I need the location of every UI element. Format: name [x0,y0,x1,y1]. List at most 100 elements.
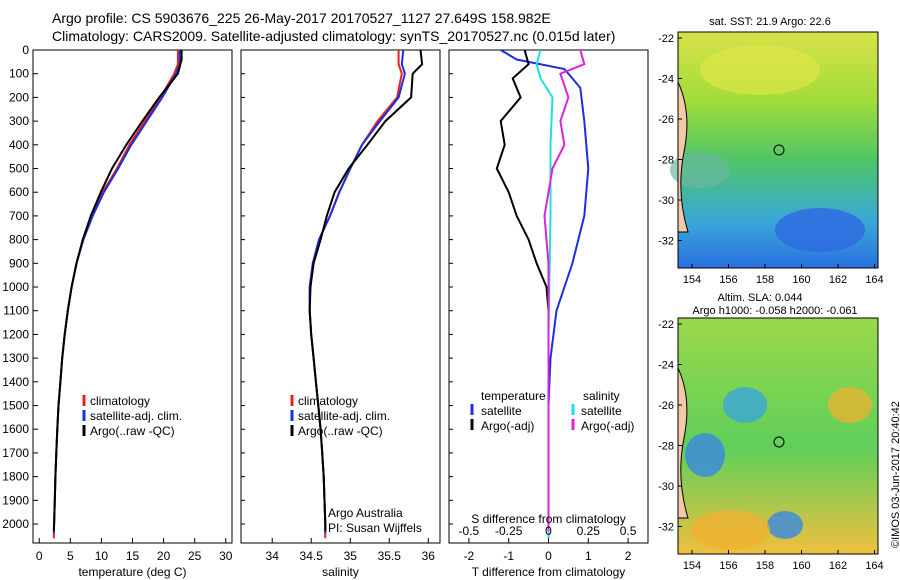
map-title-sla-line2: Argo h1000: -0.058 h2000: -0.061 [692,305,857,317]
y-tick-label: 1600 [2,422,29,436]
y-tick-label: -30 [658,481,674,493]
legend-title: temperature [481,389,546,403]
x-tick-label: -1 [503,549,514,563]
y-tick-label: -26 [658,114,674,126]
y-tick-label: 400 [9,138,29,152]
legend-label: Argo(-adj) [481,419,534,433]
x-tick-label: 0 [36,549,43,563]
x-tick-label: 164 [865,560,883,572]
annotation-line: PI: Susan Wijffels [328,521,422,535]
x-tick-label: 160 [792,274,810,286]
map-anomaly [767,511,803,539]
legend-label: satellite [581,404,622,418]
y-tick-label: 700 [9,209,29,223]
annotation-line: Argo Australia [328,506,403,520]
legend-title: salinity [583,389,620,403]
y-tick-label: 300 [9,114,29,128]
y-tick-label: -28 [658,441,674,453]
panel-frame-temperature [32,49,233,544]
map-title-sla-line1: Altim. SLA: 0.044 [718,292,803,304]
map-anomaly [775,208,865,252]
legend-label: Argo(-adj) [581,419,634,433]
x-tick-label: 162 [829,274,847,286]
map-sla-map [677,317,879,555]
figure-title-line1: Argo profile: CS 5903676_225 26-May-2017… [52,10,551,26]
y-tick-label: -26 [658,400,674,412]
map-anomaly [700,45,820,95]
x-axis-label: T difference from climatology [472,565,626,579]
y-tick-label: 0 [22,43,29,57]
x-axis-label: salinity [322,565,359,579]
x-tick-label: 20 [157,549,171,563]
legend-label: Argo(..raw -QC) [90,424,175,438]
y-tick-label: -32 [658,522,674,534]
panel-frame-salinity [240,49,441,544]
series-line-argo_salinity [543,49,586,532]
x2-tick-label: -0.5 [459,524,480,538]
map-anomaly [690,510,770,550]
panel-salinity [240,49,441,544]
y-tick-label: 1500 [2,399,29,413]
argo-float-marker [773,144,785,156]
y-tick-label: 1800 [2,470,29,484]
map-sst-map [670,31,879,269]
map-anomaly [670,152,730,188]
y-tick-label: -24 [658,74,674,86]
x-tick-label: 164 [865,274,883,286]
figure-title-line2: Climatology: CARS2009. Satellite-adjuste… [52,28,616,44]
y-tick-label: -22 [658,319,674,331]
y-tick-label: 1700 [2,446,29,460]
y-tick-label: 1400 [2,375,29,389]
x-tick-label: 154 [683,274,701,286]
legend-label: satellite-adj. clim. [298,409,390,423]
series-line-argo [495,49,550,532]
x-tick-label: 25 [188,549,202,563]
y-tick-label: 1100 [3,304,29,318]
x-tick-label: 36 [422,549,436,563]
y-tick-label: 1200 [2,327,29,341]
map-anomaly [685,433,725,477]
y-tick-label: 600 [9,185,29,199]
x-tick-label: 162 [829,560,847,572]
x-tick-label: 30 [219,549,233,563]
y-tick-label: -32 [658,236,674,248]
map-anomaly [828,387,872,423]
y-tick-label: -28 [658,155,674,167]
y-tick-label: 1300 [2,351,29,365]
x-tick-label: 34 [266,549,280,563]
x-tick-label: 156 [719,560,737,572]
y-tick-label: 100 [9,67,29,81]
legend-label: climatology [298,394,358,408]
x-tick-label: 154 [683,560,701,572]
x-tick-label: 160 [792,560,810,572]
argo-float-marker [773,436,785,448]
x-tick-label: 34.5 [300,549,324,563]
y-tick-label: -30 [658,195,674,207]
x2-tick-label: 0.5 [620,524,637,538]
x-tick-label: 15 [126,549,140,563]
y-tick-label: -22 [658,33,674,45]
map-title-sst: sat. SST: 21.9 Argo: 22.6 [709,16,831,28]
legend-label: climatology [90,394,150,408]
x-tick-label: 10 [95,549,109,563]
series-line-argo [308,49,424,532]
y-tick-label: 800 [9,233,29,247]
x-tick-label: 158 [756,274,774,286]
series-line-satellite [500,49,590,539]
panel-difference [448,49,649,544]
x-tick-label: 35.5 [378,549,402,563]
x-tick-label: 156 [719,274,737,286]
legend-label: satellite-adj. clim. [90,409,182,423]
y-tick-label: 500 [9,162,29,176]
x-tick-label: 0 [545,549,552,563]
legend-label: satellite [481,404,522,418]
y-tick-label: 200 [9,90,29,104]
x-axis-label: temperature (deg C) [78,565,186,579]
x-tick-label: 35 [344,549,358,563]
x2-tick-label: 0.25 [577,524,601,538]
x2-axis-label: S difference from climatology [471,512,626,526]
x2-tick-label: -0.25 [495,524,523,538]
x-tick-label: -2 [464,549,475,563]
y-tick-label: -24 [658,360,674,372]
